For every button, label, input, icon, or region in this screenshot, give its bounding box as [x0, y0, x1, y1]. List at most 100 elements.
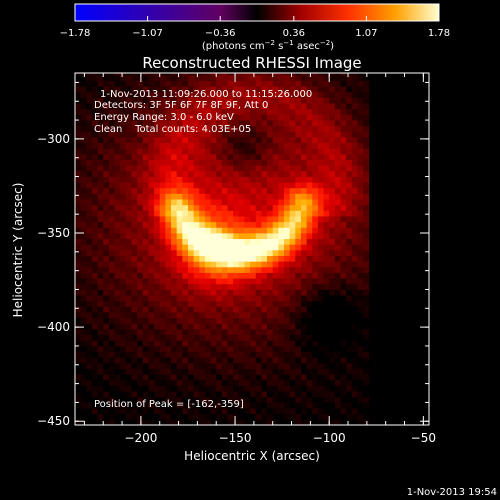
heatmap-cell	[137, 187, 144, 194]
heatmap-cell	[171, 86, 178, 93]
heatmap-cell	[176, 374, 183, 381]
heatmap-cell	[306, 210, 313, 217]
heatmap-cell	[272, 187, 279, 194]
heatmap-cell	[227, 362, 234, 369]
heatmap-cell	[182, 329, 189, 336]
heatmap-cell	[221, 272, 228, 279]
heatmap-cell	[300, 413, 308, 420]
heatmap-cell	[261, 345, 268, 352]
heatmap-cell	[221, 278, 228, 285]
heatmap-cell	[125, 170, 132, 177]
heatmap-cell	[216, 97, 223, 104]
heatmap-cell	[165, 204, 172, 211]
heatmap-cell	[159, 385, 166, 392]
heatmap-cell	[284, 368, 291, 375]
heatmap-cell	[272, 345, 279, 352]
heatmap-cell	[221, 266, 228, 273]
heatmap-cell	[159, 306, 166, 313]
heatmap-cell	[261, 306, 268, 313]
heatmap-cell	[267, 137, 274, 144]
heatmap-cell	[357, 278, 364, 285]
heatmap-cell	[346, 120, 353, 127]
heatmap-cell	[351, 165, 358, 172]
heatmap-cell	[108, 357, 115, 364]
heatmap-cell	[125, 221, 132, 228]
heatmap-cell	[86, 108, 93, 115]
heatmap-cell	[351, 312, 358, 319]
heatmap-cell	[295, 125, 302, 132]
heatmap-cell	[289, 120, 296, 127]
heatmap-cell	[272, 306, 279, 313]
heatmap-cell	[295, 278, 302, 285]
heatmap-cell	[210, 334, 217, 341]
heatmap-cell	[221, 159, 228, 166]
heatmap-cell	[300, 300, 308, 307]
heatmap-cell	[182, 249, 189, 256]
heatmap-cell	[97, 300, 104, 307]
heatmap-cell	[284, 97, 291, 104]
heatmap-cell	[148, 334, 155, 341]
heatmap-cell	[204, 137, 211, 144]
heatmap-cell	[165, 80, 172, 87]
heatmap-cell	[193, 187, 200, 194]
heatmap-cell	[244, 204, 251, 211]
heatmap-cell	[187, 391, 195, 398]
heatmap-cell	[357, 295, 364, 302]
heatmap-cell	[284, 278, 291, 285]
heatmap-cell	[80, 73, 87, 76]
heatmap-cell	[154, 379, 161, 386]
heatmap-cell	[363, 182, 370, 189]
heatmap-cell	[227, 80, 234, 87]
heatmap-cell	[250, 266, 257, 273]
heatmap-cell	[80, 329, 87, 336]
heatmap-cell	[199, 204, 206, 211]
heatmap-cell	[182, 391, 189, 398]
heatmap-cell	[244, 249, 251, 256]
heatmap-cell	[312, 153, 319, 160]
heatmap-cell	[255, 266, 262, 273]
heatmap-cell	[75, 413, 82, 420]
heatmap-cell	[272, 221, 279, 228]
heatmap-cell	[125, 73, 132, 76]
heatmap-cell	[267, 210, 274, 217]
heatmap-cell	[131, 199, 138, 206]
heatmap-cell	[300, 103, 308, 110]
heatmap-cell	[284, 419, 291, 425]
heatmap-cell	[75, 216, 82, 223]
heatmap-cell	[199, 402, 206, 409]
heatmap-cell	[317, 159, 324, 166]
heatmap-cell	[187, 402, 195, 409]
heatmap-cell	[284, 125, 291, 132]
heatmap-cell	[351, 300, 358, 307]
heatmap-cell	[340, 182, 347, 189]
heatmap-cell	[306, 362, 313, 369]
heatmap-cell	[357, 300, 364, 307]
heatmap-cell	[171, 385, 178, 392]
heatmap-cell	[210, 379, 217, 386]
heatmap-cell	[142, 317, 149, 324]
heatmap-cell	[317, 396, 324, 403]
heatmap-cell	[340, 323, 347, 330]
heatmap-cell	[210, 413, 217, 420]
heatmap-cell	[250, 165, 257, 172]
heatmap-cell	[108, 362, 115, 369]
heatmap-cell	[97, 289, 104, 296]
heatmap-cell	[317, 221, 324, 228]
heatmap-cell	[159, 221, 166, 228]
heatmap-cell	[216, 289, 223, 296]
heatmap-cell	[329, 306, 336, 313]
heatmap-cell	[334, 108, 341, 115]
heatmap-cell	[131, 137, 138, 144]
heatmap-cell	[199, 329, 206, 336]
heatmap-cell	[86, 295, 93, 302]
heatmap-cell	[148, 317, 155, 324]
heatmap-cell	[120, 249, 127, 256]
heatmap-cell	[267, 199, 274, 206]
heatmap-cell	[210, 244, 217, 251]
heatmap-cell	[159, 114, 166, 121]
heatmap-cell	[148, 227, 155, 234]
heatmap-cell	[329, 261, 336, 268]
heatmap-cell	[363, 312, 370, 319]
heatmap-cell	[193, 233, 200, 240]
heatmap-cell	[187, 345, 195, 352]
